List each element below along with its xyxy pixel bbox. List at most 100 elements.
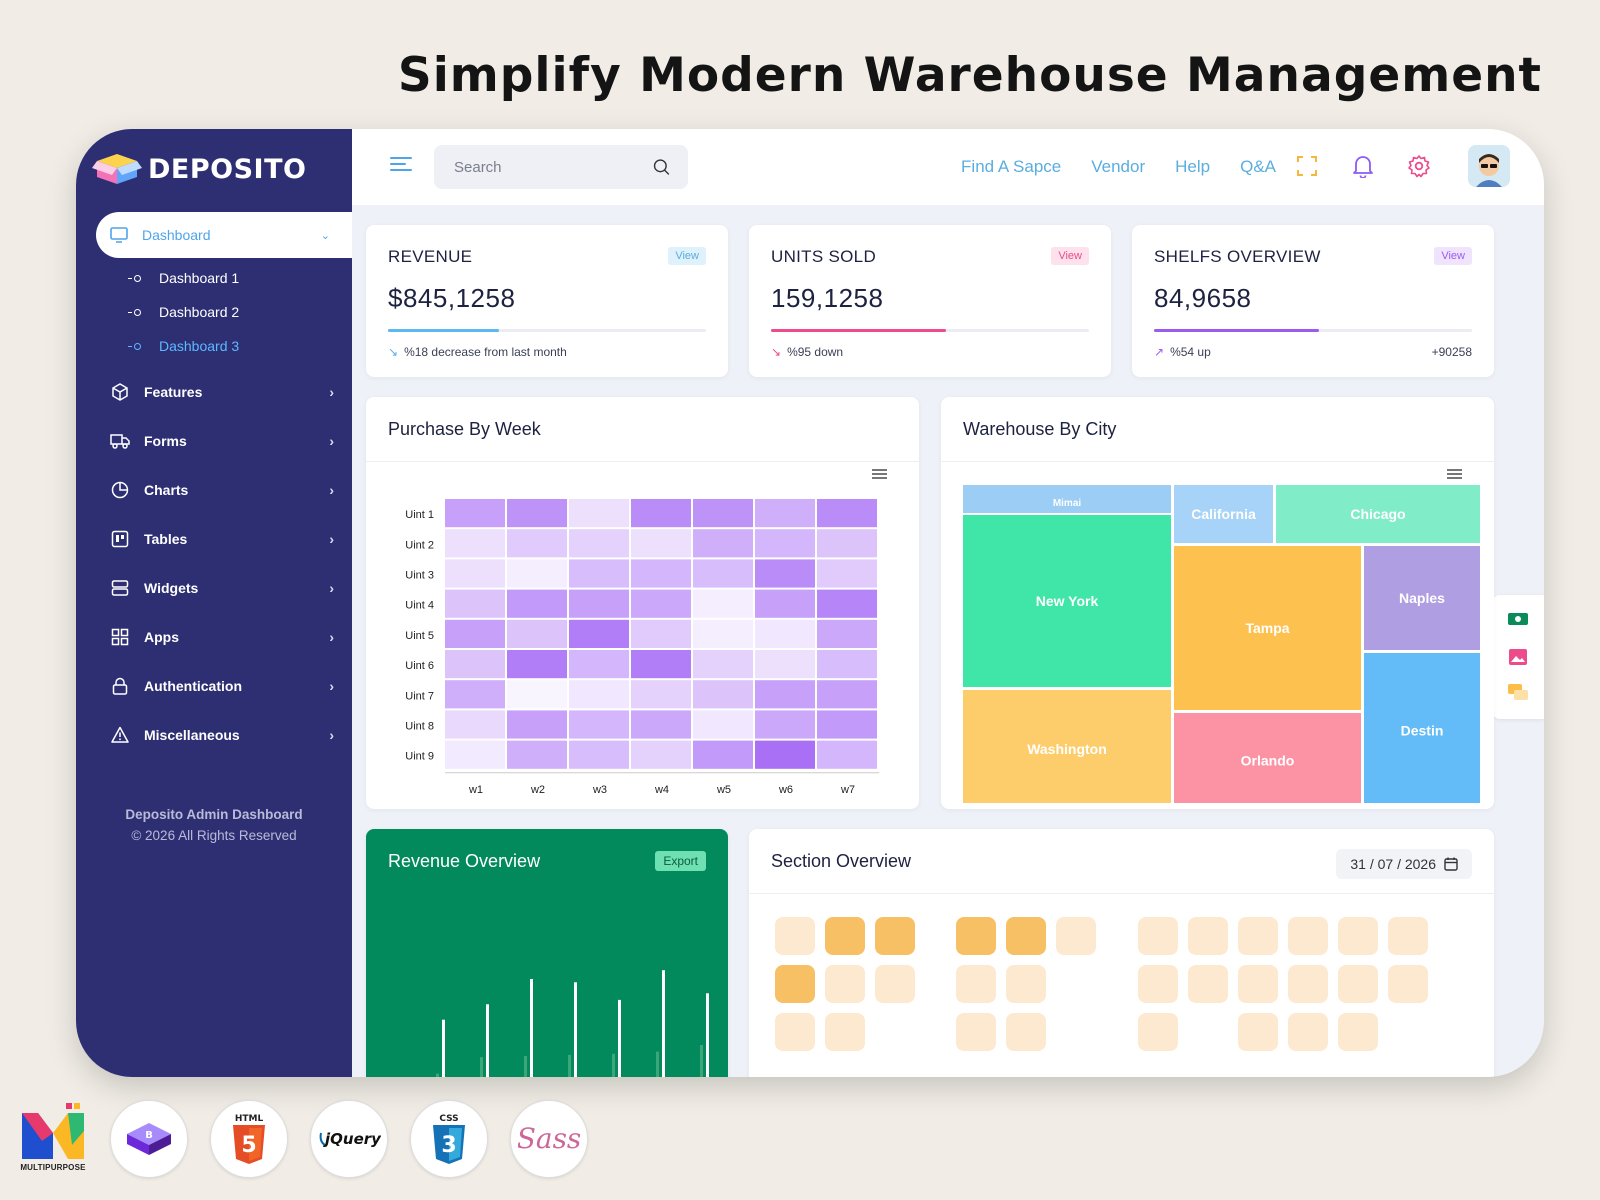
seat-cell[interactable]	[956, 1013, 996, 1051]
seat-cell[interactable]	[1138, 965, 1178, 1003]
heatmap-cell[interactable]	[507, 619, 567, 648]
heatmap-cell[interactable]	[755, 559, 815, 588]
heatmap-cell[interactable]	[693, 680, 753, 709]
seat-cell[interactable]	[1238, 917, 1278, 955]
heatmap-cell[interactable]	[631, 680, 691, 709]
heatmap-cell[interactable]	[569, 499, 629, 528]
heatmap-cell[interactable]	[445, 680, 505, 709]
heatmap-cell[interactable]	[693, 529, 753, 558]
heatmap-cell[interactable]	[631, 589, 691, 618]
link-vendor[interactable]: Vendor	[1091, 157, 1146, 176]
heatmap-cell[interactable]	[817, 529, 877, 558]
heatmap-cell[interactable]	[507, 740, 567, 769]
brand-logo[interactable]: DEPOSITO	[92, 151, 306, 187]
image-icon[interactable]	[1506, 647, 1530, 667]
heatmap-cell[interactable]	[507, 680, 567, 709]
heatmap-cell[interactable]	[445, 740, 505, 769]
seat-cell[interactable]	[1006, 917, 1046, 955]
heatmap-cell[interactable]	[631, 740, 691, 769]
seat-cell[interactable]	[956, 917, 996, 955]
treemap-tile[interactable]	[1174, 546, 1361, 710]
heatmap-cell[interactable]	[817, 710, 877, 739]
menu-toggle-icon[interactable]	[390, 157, 412, 175]
heatmap-cell[interactable]	[569, 589, 629, 618]
heatmap-cell[interactable]	[817, 589, 877, 618]
seat-cell[interactable]	[1056, 917, 1096, 955]
sidebar-item-charts[interactable]: Charts ›	[110, 480, 334, 500]
heatmap-cell[interactable]	[693, 740, 753, 769]
fullscreen-icon[interactable]	[1294, 153, 1320, 179]
heatmap-cell[interactable]	[817, 619, 877, 648]
heatmap-cell[interactable]	[507, 589, 567, 618]
treemap-tile[interactable]	[1174, 713, 1361, 803]
date-picker[interactable]: 31 / 07 / 2026	[1336, 849, 1472, 879]
money-icon[interactable]	[1506, 609, 1530, 629]
sidebar-item-forms[interactable]: Forms ›	[110, 431, 334, 451]
sidebar-item-widgets[interactable]: Widgets ›	[110, 578, 334, 598]
seat-cell[interactable]	[825, 917, 865, 955]
sidebar-subitem-dashboard-3[interactable]: Dashboard 3	[128, 338, 239, 354]
heatmap-cell[interactable]	[817, 650, 877, 679]
bell-icon[interactable]	[1350, 153, 1376, 179]
seat-cell[interactable]	[1188, 917, 1228, 955]
sidebar-item-apps[interactable]: Apps ›	[110, 627, 334, 647]
heatmap-cell[interactable]	[569, 619, 629, 648]
heatmap-cell[interactable]	[755, 619, 815, 648]
heatmap-cell[interactable]	[755, 680, 815, 709]
seat-cell[interactable]	[1238, 965, 1278, 1003]
search-icon[interactable]	[653, 156, 670, 178]
sidebar-item-miscellaneous[interactable]: Miscellaneous ›	[110, 725, 334, 745]
seat-cell[interactable]	[1338, 917, 1378, 955]
view-button[interactable]: View	[668, 247, 706, 265]
seat-cell[interactable]	[1006, 965, 1046, 1003]
heatmap-cell[interactable]	[631, 619, 691, 648]
sidebar-subitem-dashboard-2[interactable]: Dashboard 2	[128, 304, 239, 320]
heatmap-cell[interactable]	[445, 559, 505, 588]
heatmap-cell[interactable]	[445, 710, 505, 739]
view-button[interactable]: View	[1051, 247, 1089, 265]
heatmap-cell[interactable]	[817, 499, 877, 528]
seat-cell[interactable]	[1288, 965, 1328, 1003]
sidebar-item-dashboard[interactable]: Dashboard ⌄	[96, 212, 352, 258]
sidebar-item-tables[interactable]: Tables ›	[110, 529, 334, 549]
seat-cell[interactable]	[1288, 917, 1328, 955]
heatmap-cell[interactable]	[631, 710, 691, 739]
export-button[interactable]: Export	[655, 851, 706, 871]
heatmap-cell[interactable]	[507, 499, 567, 528]
seat-cell[interactable]	[1338, 965, 1378, 1003]
heatmap-cell[interactable]	[755, 650, 815, 679]
heatmap-cell[interactable]	[817, 740, 877, 769]
chart-menu-icon[interactable]	[872, 469, 887, 479]
seat-cell[interactable]	[1006, 1013, 1046, 1051]
heatmap-cell[interactable]	[569, 680, 629, 709]
treemap-tile[interactable]	[963, 690, 1171, 803]
chat-icon[interactable]	[1506, 683, 1530, 703]
chart-menu-icon[interactable]	[1447, 469, 1462, 479]
seat-cell[interactable]	[1338, 1013, 1378, 1051]
seat-cell[interactable]	[1138, 917, 1178, 955]
link-qa[interactable]: Q&A	[1240, 157, 1276, 176]
search-input[interactable]	[454, 158, 653, 176]
heatmap-cell[interactable]	[693, 619, 753, 648]
seat-cell[interactable]	[775, 965, 815, 1003]
sidebar-subitem-dashboard-1[interactable]: Dashboard 1	[128, 270, 239, 286]
seat-cell[interactable]	[1138, 1013, 1178, 1051]
seat-cell[interactable]	[1238, 1013, 1278, 1051]
treemap-tile[interactable]	[1364, 546, 1480, 650]
sidebar-item-authentication[interactable]: Authentication ›	[110, 676, 334, 696]
heatmap-cell[interactable]	[569, 559, 629, 588]
gear-icon[interactable]	[1406, 153, 1432, 179]
view-button[interactable]: View	[1434, 247, 1472, 265]
heatmap-cell[interactable]	[817, 680, 877, 709]
seat-cell[interactable]	[875, 965, 915, 1003]
seat-cell[interactable]	[1388, 917, 1428, 955]
heatmap-cell[interactable]	[755, 710, 815, 739]
seat-cell[interactable]	[1388, 965, 1428, 1003]
heatmap-cell[interactable]	[631, 559, 691, 588]
heatmap-cell[interactable]	[569, 650, 629, 679]
heatmap-cell[interactable]	[569, 710, 629, 739]
heatmap-cell[interactable]	[445, 619, 505, 648]
seat-cell[interactable]	[875, 917, 915, 955]
avatar[interactable]	[1468, 145, 1510, 187]
heatmap-cell[interactable]	[631, 650, 691, 679]
